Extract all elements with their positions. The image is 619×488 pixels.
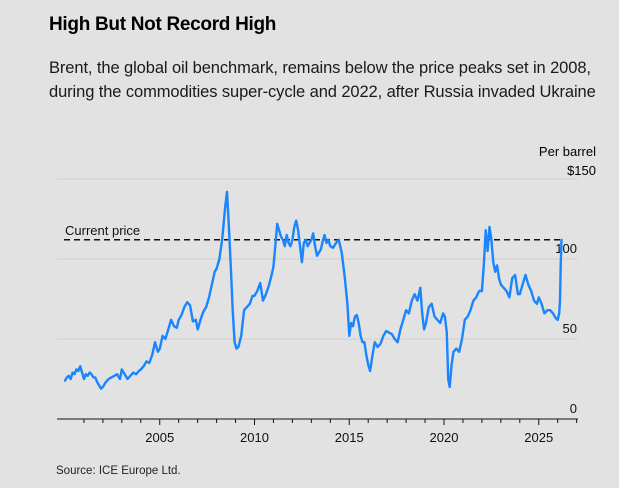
chart-subtitle: Brent, the global oil benchmark, remains… (49, 59, 596, 101)
y-axis-unit-label: Per barrel $150 (539, 142, 596, 180)
unit-label: Per barrel (538, 144, 596, 159)
gridlines (57, 178, 578, 340)
y-tick-label-top: $150 (567, 163, 596, 178)
x-tick-label-2015: 2015 (335, 430, 364, 445)
y-tick-label-100: 100 (555, 241, 577, 256)
y-tick-labels: 50 100 0 (555, 241, 577, 416)
x-tick-label-2020: 2020 (430, 430, 459, 445)
series-group (63, 190, 563, 390)
x-tick-label-2005: 2005 (145, 430, 174, 445)
x-tick-label-2010: 2010 (240, 430, 269, 445)
series-line-brent (63, 190, 563, 390)
annotations: Current price (64, 223, 562, 241)
y-tick-label-0: 0 (570, 401, 577, 416)
source-note: Source: ICE Europe Ltd. (56, 465, 181, 477)
current-price-label: Current price (65, 223, 140, 238)
y-tick-label-50: 50 (563, 321, 577, 336)
chart-title: High But Not Record High (49, 14, 277, 35)
x-tick-label-2025: 2025 (524, 430, 553, 445)
x-axis: 2005 2010 2015 2020 2025 (57, 418, 578, 445)
